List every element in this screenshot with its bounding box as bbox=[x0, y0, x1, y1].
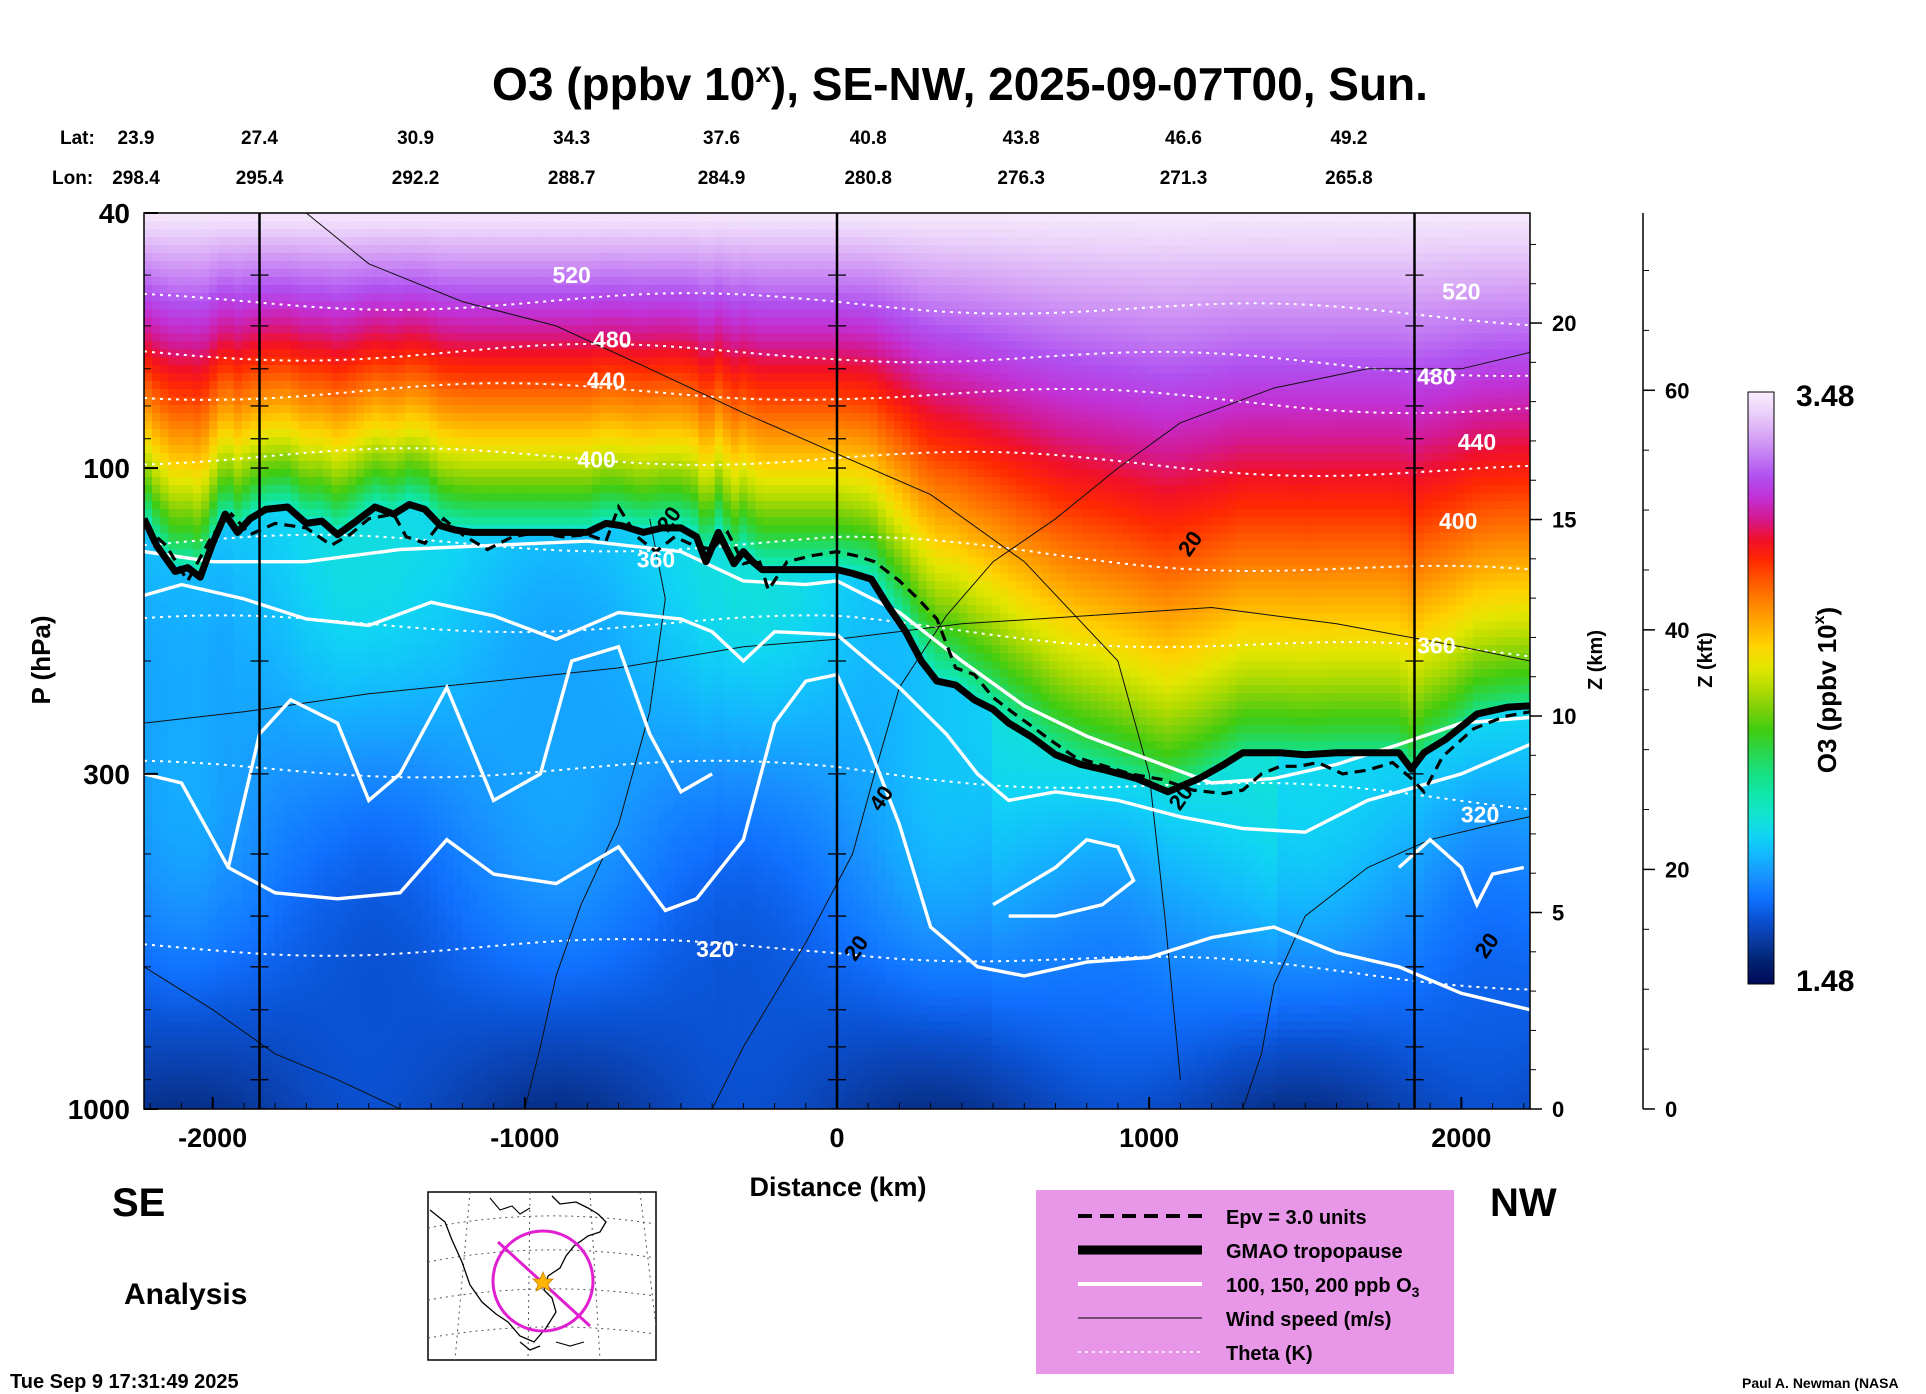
wind-speed-contour bbox=[1242, 816, 1530, 1109]
lat-value: 37.6 bbox=[703, 128, 740, 149]
z-kft-axis-label: Z (kft) bbox=[1695, 632, 1717, 688]
lon-label: Lon: bbox=[52, 168, 93, 189]
se-label: SE bbox=[112, 1181, 165, 1225]
analysis-label: Analysis bbox=[124, 1278, 247, 1311]
theta-label: 520 bbox=[552, 262, 590, 288]
title-superscript: x bbox=[755, 57, 771, 88]
center-star-icon bbox=[532, 1270, 554, 1292]
legend-label: Theta (K) bbox=[1226, 1343, 1313, 1365]
x-axis-label: Distance (km) bbox=[749, 1172, 926, 1202]
lat-value: 40.8 bbox=[850, 128, 887, 149]
ozone-ppb-contour bbox=[992, 837, 1136, 918]
y-tick-label: 40 bbox=[99, 198, 130, 229]
lon-value: 284.9 bbox=[698, 168, 746, 189]
ozone-field bbox=[144, 213, 1530, 1109]
x-tick-label: 0 bbox=[829, 1123, 844, 1153]
colorbar-title-rest: ) bbox=[1812, 607, 1842, 616]
theta-label: 480 bbox=[1417, 364, 1455, 390]
lon-value: 276.3 bbox=[997, 168, 1045, 189]
colorbar-max-label: 3.48 bbox=[1796, 380, 1854, 413]
y-tick-label: 1000 bbox=[68, 1094, 130, 1125]
legend-label: GMAO tropopause bbox=[1226, 1241, 1403, 1263]
z-kft-tick-label: 20 bbox=[1665, 857, 1689, 882]
theta-label: 520 bbox=[1442, 278, 1480, 304]
z-km-tick-label: 10 bbox=[1552, 704, 1576, 729]
title-rest: ), SE-NW, 2025-09-07T00, Sun. bbox=[771, 58, 1428, 110]
theta-label: 440 bbox=[1458, 429, 1496, 455]
cross-section-range-circle bbox=[491, 1229, 595, 1333]
theta-label: 480 bbox=[593, 326, 631, 352]
theta-label: 360 bbox=[637, 547, 675, 573]
y-tick-label: 300 bbox=[83, 759, 130, 790]
colorbar-title-main: O3 (ppbv 10 bbox=[1812, 624, 1842, 773]
z-km-axis-label: Z (km) bbox=[1585, 630, 1607, 690]
z-kft-tick-label: 60 bbox=[1665, 378, 1689, 403]
colorbar-title-superscript: x bbox=[1811, 615, 1828, 624]
epv-line bbox=[144, 503, 1530, 796]
colorbar: 3.48 1.48 O3 (ppbv 10x) bbox=[1747, 380, 1854, 998]
legend-box: Epv = 3.0 units GMAO tropopause 100, 150, … bbox=[1036, 1190, 1454, 1374]
ozone-ppb-contour bbox=[144, 539, 1530, 785]
lon-value: 298.4 bbox=[112, 168, 160, 189]
inset-location-map bbox=[427, 1191, 657, 1361]
theta-label: 400 bbox=[1439, 508, 1477, 534]
legend-label: 100, 150, 200 ppb O3 bbox=[1226, 1275, 1420, 1300]
z-km-tick-label: 15 bbox=[1552, 508, 1576, 533]
x-tick-label: 1000 bbox=[1119, 1123, 1179, 1153]
colorbar-title: O3 (ppbv 10x) bbox=[1811, 607, 1842, 773]
lon-value: 295.4 bbox=[236, 168, 284, 189]
ozone-ppb-contour bbox=[1397, 837, 1525, 909]
lat-value: 49.2 bbox=[1330, 128, 1367, 149]
legend-label: Wind speed (m/s) bbox=[1226, 1309, 1391, 1331]
z-km-tick-label: 0 bbox=[1552, 1097, 1564, 1122]
lat-value: 23.9 bbox=[118, 128, 155, 149]
author-credit: Paul A. Newman (NASA bbox=[1742, 1375, 1899, 1391]
lon-value: 288.7 bbox=[548, 168, 596, 189]
lat-value: 46.6 bbox=[1165, 128, 1202, 149]
tropopause-line bbox=[144, 501, 1530, 796]
lat-lon-header: Lat: Lon: 23.9 298.4 27.4 295.4 30.9 292.2 34.… bbox=[52, 128, 1373, 189]
x-tick-label: 2000 bbox=[1431, 1123, 1491, 1153]
lat-value: 27.4 bbox=[241, 128, 278, 149]
timestamp: Tue Sep 9 17:31:49 2025 bbox=[10, 1371, 239, 1393]
lon-value: 265.8 bbox=[1325, 168, 1373, 189]
z-kft-tick-label: 0 bbox=[1665, 1097, 1677, 1122]
wind-speed-contour bbox=[711, 351, 1530, 1109]
theta-label: 400 bbox=[577, 447, 615, 473]
x-tick-label: -1000 bbox=[490, 1123, 559, 1153]
ozone-ppb-contour bbox=[144, 672, 1530, 1012]
lat-label: Lat: bbox=[60, 128, 95, 149]
theta-label: 320 bbox=[1461, 801, 1499, 827]
colorbar-min-label: 1.48 bbox=[1796, 965, 1854, 998]
y-axis-label: P (hPa) bbox=[26, 615, 56, 704]
wind-speed-contour bbox=[144, 966, 401, 1109]
z-kft-tick-label: 40 bbox=[1665, 618, 1689, 643]
z-km-tick-label: 20 bbox=[1552, 311, 1576, 336]
lat-value: 30.9 bbox=[397, 128, 434, 149]
chart-title: O3 (ppbv 10x), SE-NW, 2025-09-07T00, Sun… bbox=[492, 57, 1428, 110]
nw-label: NW bbox=[1490, 1181, 1557, 1225]
x-tick-label: -2000 bbox=[178, 1123, 247, 1153]
theta-label: 440 bbox=[587, 367, 625, 393]
lon-value: 280.8 bbox=[844, 168, 892, 189]
lon-value: 271.3 bbox=[1160, 168, 1208, 189]
lon-value: 292.2 bbox=[392, 168, 440, 189]
plot-area: 5204804404003603205204804404003603202040… bbox=[68, 198, 1690, 1153]
title-main: O3 (ppbv 10 bbox=[492, 58, 755, 110]
ozone-ppb-contour bbox=[226, 644, 713, 868]
y-tick-label: 100 bbox=[83, 453, 130, 484]
lat-value: 43.8 bbox=[1003, 128, 1040, 149]
coastline bbox=[429, 1195, 607, 1351]
legend-label: Epv = 3.0 units bbox=[1226, 1207, 1367, 1229]
lat-value: 34.3 bbox=[553, 128, 590, 149]
theta-label: 360 bbox=[1417, 632, 1455, 658]
colorbar-gradient bbox=[1747, 391, 1775, 985]
theta-label: 320 bbox=[696, 936, 734, 962]
z-km-tick-label: 5 bbox=[1552, 901, 1564, 926]
